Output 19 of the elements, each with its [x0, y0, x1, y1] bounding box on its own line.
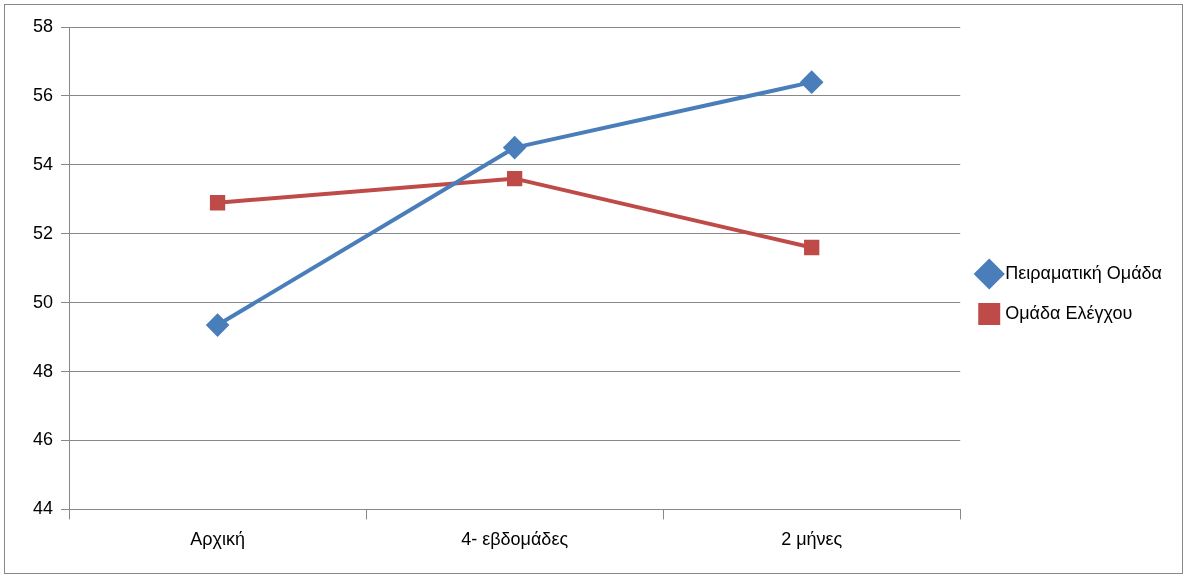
y-tick-label: 52: [32, 222, 54, 243]
legend-label: Πειραματική Ομάδα: [1005, 262, 1163, 283]
point: [506, 170, 523, 187]
y-tick-label: 46: [32, 429, 54, 450]
y-tick-label: 50: [32, 291, 54, 312]
y-tick-label: 48: [32, 360, 54, 381]
point: [209, 195, 226, 211]
x-tick-label: 2 μήνες: [781, 529, 843, 550]
x-tick-label: 4- εβδομάδες: [461, 529, 569, 550]
point: [800, 71, 823, 94]
y-tick-label: 56: [32, 84, 54, 105]
y-tick-label: 44: [32, 498, 54, 519]
legend-label: Ομάδα Ελέγχου: [1005, 302, 1133, 323]
y-tick-label: 58: [32, 15, 54, 36]
point: [804, 239, 820, 256]
point: [206, 314, 229, 337]
x-tick-label: Αρχική: [190, 529, 245, 550]
y-tick-label: 54: [32, 153, 54, 174]
point: [503, 136, 526, 159]
